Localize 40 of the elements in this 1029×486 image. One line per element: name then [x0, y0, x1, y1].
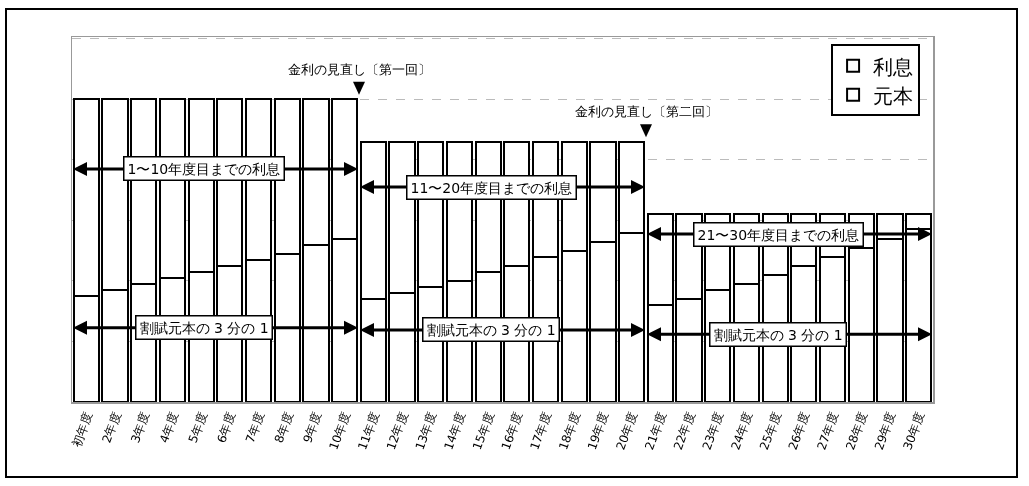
x-tick-label: 2年度	[99, 410, 124, 445]
x-tick-label: 3年度	[128, 410, 153, 445]
x-tick-label: 18年度	[556, 410, 583, 452]
annotation: 1〜10年度目までの利息	[127, 160, 281, 177]
x-tick-label: 20年度	[613, 410, 641, 452]
annotation: 割賦元本の 3 分の 1	[713, 326, 843, 343]
x-tick-label: 26年度	[785, 410, 813, 452]
annotation: 21〜30年度目までの利息	[697, 226, 860, 243]
x-tick-label: 24年度	[728, 410, 755, 452]
x-tick-label: 15年度	[470, 410, 497, 452]
x-tick-label: 8年度	[271, 410, 296, 445]
x-tick-label: 17年度	[527, 410, 555, 452]
x-tick-label: 29年度	[871, 410, 899, 452]
x-tick-label: 30年度	[900, 410, 928, 452]
x-tick-label: 25年度	[757, 410, 784, 452]
annotation: 11〜20年度目までの利息	[410, 179, 573, 196]
x-tick-label: 16年度	[498, 410, 526, 452]
x-tick-label: 23年度	[699, 410, 727, 452]
x-tick-label: 19年度	[584, 410, 612, 452]
legend-label: 元本	[873, 83, 914, 108]
x-tick-label: 27年度	[814, 410, 842, 452]
x-tick-label: 7年度	[243, 410, 268, 445]
x-tick-label: 初年度	[69, 410, 95, 449]
x-tick-label: 28年度	[843, 410, 870, 452]
x-tick-label: 10年度	[326, 410, 354, 452]
annotation: 金利の見直し〔第二回〕	[575, 104, 718, 119]
annotation: 割賦元本の 3 分の 1	[426, 321, 556, 338]
x-tick-label: 13年度	[412, 410, 440, 452]
x-tick-label: 4年度	[156, 410, 181, 445]
x-tick-label: 14年度	[441, 410, 468, 452]
x-tick-label: 6年度	[214, 410, 239, 445]
x-tick-label: 9年度	[300, 410, 325, 445]
x-tick-label: 11年度	[355, 410, 382, 452]
legend-label: 利息	[873, 54, 914, 79]
x-tick-label: 21年度	[642, 410, 669, 452]
x-tick-label: 22年度	[670, 410, 698, 452]
text: 金利の見直し〔第一回〕	[288, 62, 431, 77]
x-tick-label: 12年度	[383, 410, 411, 452]
annotation: 割賦元本の 3 分の 1	[139, 319, 269, 336]
x-tick-label: 5年度	[185, 410, 210, 445]
